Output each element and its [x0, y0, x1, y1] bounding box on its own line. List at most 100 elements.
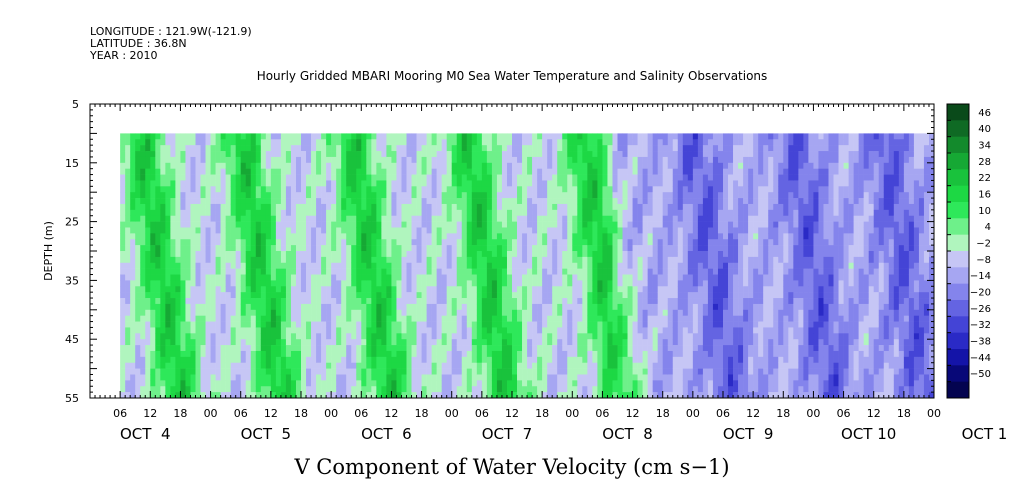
heatmap-cell: [582, 192, 588, 199]
heatmap-cell: [592, 186, 598, 193]
heatmap-cell: [471, 203, 478, 211]
heatmap-cell: [607, 133, 613, 140]
heatmap-cell: [426, 380, 432, 387]
heatmap-cell: [461, 227, 468, 234]
heatmap-cell: [597, 339, 603, 346]
heatmap-cell: [582, 151, 588, 158]
heatmap-cell: [255, 245, 262, 252]
heatmap-cell: [346, 298, 352, 305]
heatmap-cell: [461, 268, 468, 275]
heatmap-cell: [366, 215, 372, 222]
heatmap-cell: [607, 374, 613, 381]
heatmap-cell: [346, 286, 352, 293]
heatmap-cell: [476, 215, 483, 222]
heatmap-cell: [356, 298, 362, 305]
heatmap-cell: [285, 392, 292, 399]
heatmap-cell: [316, 174, 322, 181]
heatmap-cell: [582, 203, 588, 211]
heatmap-cell: [441, 221, 447, 228]
heatmap-cell: [135, 145, 141, 152]
heatmap-cell: [366, 239, 372, 246]
heatmap-cell: [371, 333, 377, 340]
heatmap-cell: [587, 174, 593, 181]
heatmap-cell: [200, 333, 206, 340]
heatmap-cell: [547, 386, 553, 393]
heatmap-cell: [411, 221, 417, 228]
heatmap-cell: [130, 221, 136, 228]
heatmap-cell: [391, 251, 397, 258]
heatmap-cell: [311, 168, 317, 175]
heatmap-cell: [537, 309, 543, 316]
heatmap-cell: [456, 262, 463, 269]
heatmap-cell: [557, 168, 563, 175]
heatmap-cell: [657, 374, 664, 381]
heatmap-cell: [411, 227, 417, 234]
heatmap-cell: [517, 315, 523, 322]
heatmap-cell: [461, 380, 468, 387]
heatmap-cell: [622, 227, 628, 234]
heatmap-cell: [381, 145, 387, 152]
heatmap-cell: [612, 151, 618, 158]
heatmap-cell: [140, 203, 146, 211]
heatmap-cell: [461, 192, 468, 199]
heatmap-cell: [512, 333, 518, 340]
heatmap-cell: [431, 162, 437, 169]
heatmap-cell: [587, 274, 593, 281]
heatmap-cell: [582, 298, 588, 305]
heatmap-cell: [446, 392, 453, 399]
heatmap-cell: [336, 221, 342, 228]
heatmap-cell: [185, 156, 191, 164]
heatmap-cell: [426, 356, 432, 364]
heatmap-cell: [346, 280, 352, 287]
heatmap-cell: [542, 162, 548, 169]
heatmap-cell: [195, 386, 201, 393]
heatmap-cell: [210, 203, 216, 211]
heatmap-cell: [316, 298, 322, 305]
heatmap-cell: [381, 192, 387, 199]
heatmap-cell: [311, 162, 317, 169]
heatmap-cell: [416, 345, 422, 352]
heatmap-cell: [577, 392, 583, 399]
heatmap-cell: [200, 280, 206, 287]
heatmap-cell: [316, 133, 322, 140]
heatmap-cell: [642, 327, 648, 334]
heatmap-cell: [155, 192, 161, 199]
heatmap-cell: [391, 151, 397, 158]
heatmap-cell: [275, 233, 282, 240]
heatmap-cell: [135, 309, 141, 316]
heatmap-cell: [592, 286, 598, 293]
heatmap-cell: [120, 286, 126, 293]
heatmap-cell: [306, 174, 312, 181]
heatmap-cell: [486, 327, 493, 334]
heatmap-cell: [632, 209, 638, 217]
heatmap-cell: [592, 380, 598, 387]
heatmap-cell: [652, 151, 658, 158]
heatmap-cell: [406, 198, 412, 205]
heatmap-cell: [657, 345, 664, 352]
heatmap-cell: [592, 133, 598, 140]
heatmap-cell: [351, 192, 357, 199]
heatmap-cell: [140, 321, 146, 328]
heatmap-cell: [426, 315, 432, 322]
heatmap-cell: [265, 221, 272, 228]
heatmap-cell: [527, 280, 533, 287]
heatmap-cell: [321, 174, 327, 181]
heatmap-cell: [406, 315, 412, 322]
heatmap-cell: [662, 333, 669, 340]
heatmap-cell: [582, 245, 588, 252]
heatmap-cell: [361, 327, 367, 334]
heatmap-cell: [205, 368, 211, 375]
heatmap-cell: [627, 356, 633, 364]
heatmap-cell: [617, 374, 623, 381]
heatmap-cell: [145, 368, 151, 375]
heatmap-cell: [336, 298, 342, 305]
heatmap-cell: [522, 333, 528, 340]
heatmap-cell: [667, 251, 674, 258]
heatmap-cell: [185, 203, 191, 211]
heatmap-cell: [250, 168, 257, 175]
heatmap-cell: [411, 380, 417, 387]
heatmap-cell: [255, 315, 262, 322]
heatmap-cell: [476, 221, 483, 228]
heatmap-cell: [431, 280, 437, 287]
heatmap-cell: [537, 227, 543, 234]
